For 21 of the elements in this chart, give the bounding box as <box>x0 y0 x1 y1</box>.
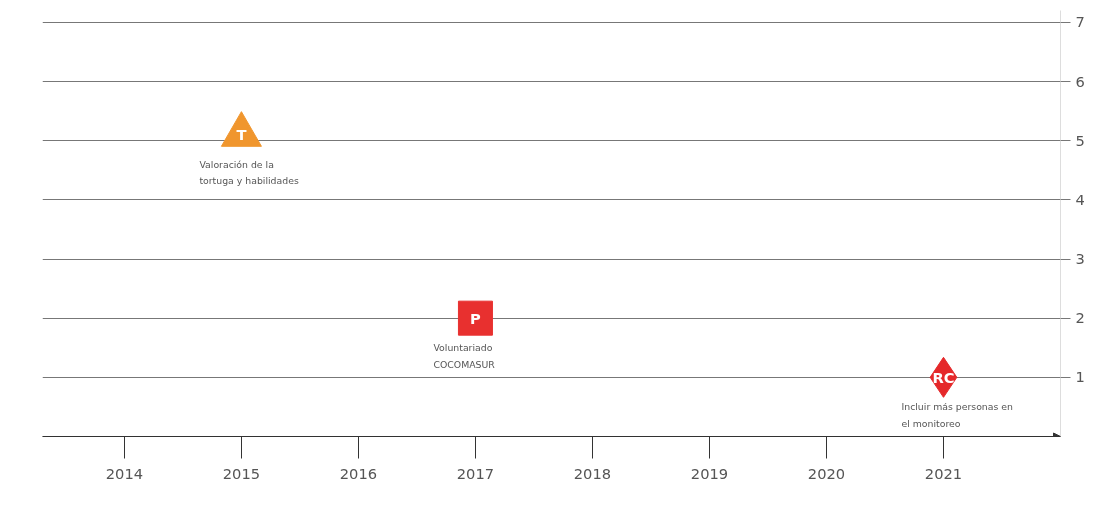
x-tick-label: 2019 <box>690 464 729 482</box>
x-tick-label: 2018 <box>573 464 612 482</box>
x-tick-label: 2015 <box>222 464 261 482</box>
y-tick-label: 2 <box>1075 309 1085 327</box>
y-tick-label: 7 <box>1075 13 1085 31</box>
text: Incluir más personas en el monitoreo <box>901 401 1014 429</box>
y-tick-label: 1 <box>1075 368 1085 386</box>
y-tick-label: 6 <box>1075 72 1085 90</box>
x-tick-label: 2017 <box>456 464 495 482</box>
x-tick-label: 2014 <box>105 464 144 482</box>
data-label: T <box>236 126 247 144</box>
y-tick-label: 4 <box>1075 190 1085 208</box>
data-label: P <box>470 309 482 327</box>
x-tick-label: 2021 <box>924 464 963 482</box>
y-tick-label: 5 <box>1075 131 1085 149</box>
x-tick-label: 2020 <box>807 464 846 482</box>
y-tick-label: 3 <box>1075 250 1085 267</box>
x-tick-label: 2016 <box>339 464 378 482</box>
text: Valoración de la tortuga y habilidades <box>199 158 299 187</box>
data-label: RC <box>932 368 955 386</box>
series-label: Voluntariado COCOMASUR <box>433 342 496 370</box>
